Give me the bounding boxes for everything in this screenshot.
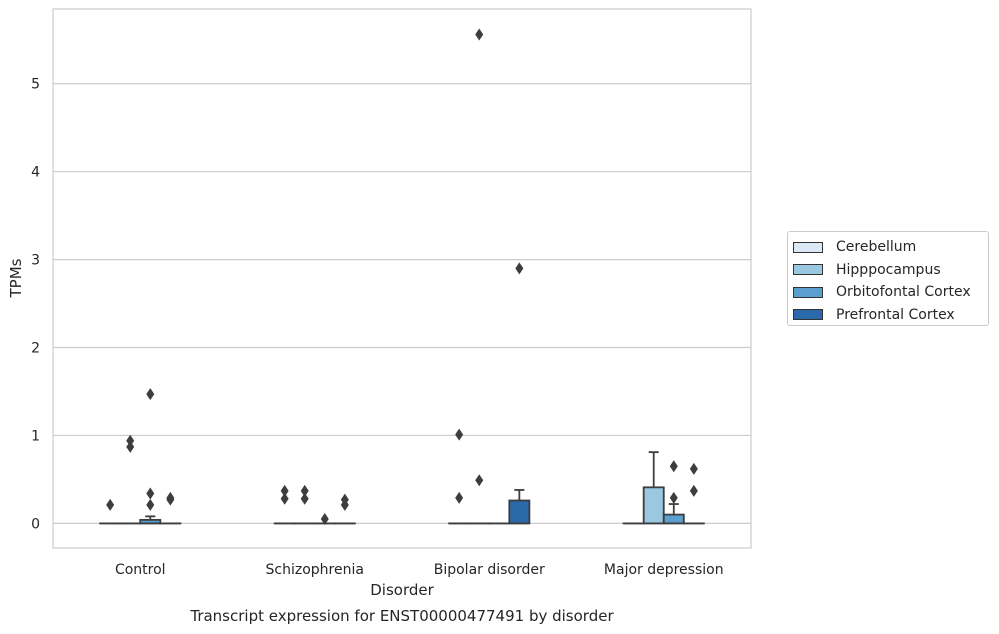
box-group [273, 484, 296, 525]
outlier-point [280, 492, 289, 505]
y-axis-ticks: 0 1 2 3 4 5 [31, 77, 40, 533]
box-group [468, 28, 491, 525]
legend-label: Orbitofontal Cortex [836, 284, 971, 301]
gridlines [53, 83, 751, 524]
legend-label: Cerebellum [836, 239, 917, 256]
outlier-point [475, 28, 484, 41]
chart-caption: Transcript expression for ENST0000047749… [189, 607, 614, 625]
legend-swatch [793, 241, 823, 253]
x-tick-label: Schizophrenia [266, 562, 364, 578]
outlier-point [300, 492, 309, 505]
box [508, 499, 531, 525]
box-group [293, 484, 316, 525]
legend-item: Prefrontal Cortex [793, 304, 988, 327]
box-group [99, 498, 122, 525]
box-group [139, 388, 162, 525]
box [662, 513, 685, 525]
y-axis-label: TPMs [7, 258, 25, 298]
x-tick-label: Bipolar disorder [434, 562, 545, 578]
legend-item: Cerebellum [793, 236, 988, 259]
legend-label: Hipppocampus [836, 261, 941, 278]
outlier-point [126, 434, 135, 447]
box-group [159, 491, 182, 525]
legend-swatch [793, 264, 823, 276]
x-axis-label: Disorder [370, 581, 434, 599]
y-tick-label: 0 [31, 516, 40, 532]
box-group [682, 462, 705, 525]
x-axis-ticks: Control Schizophrenia Bipolar disorder Majo… [115, 562, 724, 578]
box-group [119, 434, 142, 525]
outlier-point [300, 484, 309, 497]
legend-label: Prefrontal Cortex [836, 306, 955, 323]
legend-swatch [793, 286, 823, 298]
outlier-point [515, 262, 524, 275]
boxes [99, 28, 705, 525]
y-tick-label: 4 [31, 165, 40, 181]
outlier-point [146, 487, 155, 500]
outlier-point [320, 512, 329, 525]
box-group [448, 428, 471, 525]
box-group [333, 493, 356, 525]
legend-swatch [793, 309, 823, 321]
box [642, 486, 665, 525]
legend-item: Orbitofontal Cortex [793, 281, 988, 304]
outlier-point [106, 498, 115, 511]
outlier-point [166, 491, 175, 504]
outlier-point [146, 388, 155, 401]
outlier-point [126, 440, 135, 453]
x-tick-label: Major depression [604, 562, 724, 578]
box-group [642, 451, 665, 525]
outlier-point [669, 491, 678, 504]
y-tick-label: 5 [31, 77, 40, 93]
outlier-point [475, 474, 484, 487]
x-tick-label: Control [115, 562, 166, 578]
outlier-point [146, 498, 155, 511]
y-tick-label: 2 [31, 341, 40, 357]
outlier-point [669, 460, 678, 473]
y-tick-label: 3 [31, 253, 40, 269]
box-group [313, 512, 336, 525]
y-tick-label: 1 [31, 428, 40, 444]
outlier-point [280, 484, 289, 497]
box-group [508, 262, 531, 525]
plot-area-frame [52, 8, 752, 549]
outlier-point [689, 462, 698, 475]
legend-item: Hipppocampus [793, 259, 988, 282]
outlier-point [340, 493, 349, 506]
legend: Cerebellum Hipppocampus Orbitofontal Corte… [787, 231, 989, 326]
outlier-point [455, 491, 464, 504]
outlier-point [689, 484, 698, 497]
outlier-point [455, 428, 464, 441]
box-group [662, 460, 685, 525]
